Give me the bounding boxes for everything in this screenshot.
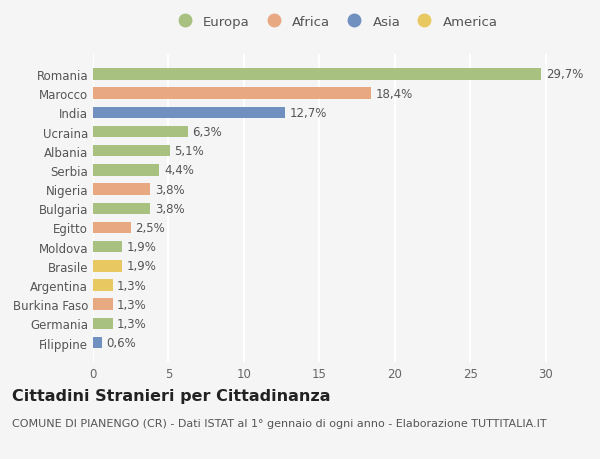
Text: 1,3%: 1,3% [117,298,147,311]
Bar [93,222,131,234]
Bar [93,146,170,157]
Bar [93,107,284,119]
Text: 12,7%: 12,7% [289,106,326,120]
Text: COMUNE DI PIANENGO (CR) - Dati ISTAT al 1° gennaio di ogni anno - Elaborazione T: COMUNE DI PIANENGO (CR) - Dati ISTAT al … [12,418,547,428]
Text: 1,9%: 1,9% [126,260,156,273]
Bar [93,241,122,253]
Text: 18,4%: 18,4% [375,88,413,101]
Bar [93,69,541,80]
Text: 2,5%: 2,5% [135,222,165,235]
Bar [93,184,151,196]
Bar [93,88,371,100]
Text: 0,6%: 0,6% [107,336,136,349]
Bar [93,299,113,310]
Bar [93,165,160,176]
Bar [93,261,122,272]
Text: 29,7%: 29,7% [546,68,583,81]
Bar [93,280,113,291]
Text: 6,3%: 6,3% [193,126,223,139]
Bar [93,318,113,330]
Text: 3,8%: 3,8% [155,202,185,215]
Text: Cittadini Stranieri per Cittadinanza: Cittadini Stranieri per Cittadinanza [12,388,331,403]
Text: 1,3%: 1,3% [117,279,147,292]
Bar [93,337,102,349]
Text: 5,1%: 5,1% [175,145,204,158]
Text: 1,9%: 1,9% [126,241,156,254]
Text: 3,8%: 3,8% [155,183,185,196]
Text: 4,4%: 4,4% [164,164,194,177]
Bar [93,127,188,138]
Bar [93,203,151,215]
Legend: Europa, Africa, Asia, America: Europa, Africa, Asia, America [172,16,497,28]
Text: 1,3%: 1,3% [117,317,147,330]
